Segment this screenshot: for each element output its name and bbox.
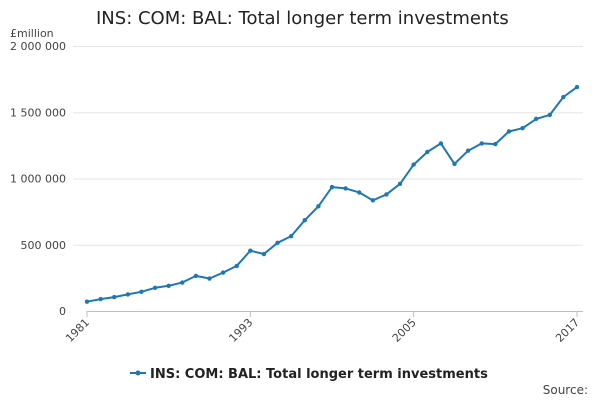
data-point[interactable] xyxy=(125,292,131,297)
data-point[interactable] xyxy=(98,296,103,302)
data-point[interactable] xyxy=(411,162,416,167)
data-point[interactable] xyxy=(438,141,444,146)
y-tick-label: 1 000 000 xyxy=(10,173,66,186)
series-group xyxy=(84,84,580,304)
y-axis-unit-label: £million xyxy=(10,27,54,40)
data-point[interactable] xyxy=(288,233,294,239)
data-point[interactable] xyxy=(493,141,498,147)
data-point[interactable] xyxy=(547,112,552,118)
data-point[interactable] xyxy=(452,161,457,167)
data-point[interactable] xyxy=(220,270,226,275)
data-point[interactable] xyxy=(316,204,321,209)
chart-title: INS: COM: BAL: Total longer term investm… xyxy=(96,8,509,29)
y-tick-label: 2 000 000 xyxy=(10,40,66,53)
x-tick-label: 2017 xyxy=(553,316,582,345)
x-tick-label: 1981 xyxy=(63,316,92,345)
data-point[interactable] xyxy=(370,198,376,203)
data-point[interactable] xyxy=(112,294,117,300)
legend-point-marker xyxy=(135,370,141,376)
data-point[interactable] xyxy=(425,149,430,155)
data-point[interactable] xyxy=(397,181,403,186)
data-point[interactable] xyxy=(357,190,362,195)
x-tick-label: 1993 xyxy=(226,316,255,345)
data-point[interactable] xyxy=(533,116,539,122)
data-point[interactable] xyxy=(152,285,158,291)
x-tick-label: 2005 xyxy=(390,316,419,345)
data-point[interactable] xyxy=(193,273,199,279)
data-point[interactable] xyxy=(479,141,484,146)
gridlines xyxy=(73,46,583,246)
data-point[interactable] xyxy=(343,186,348,191)
data-point[interactable] xyxy=(302,218,307,223)
data-point[interactable] xyxy=(248,248,253,253)
data-point[interactable] xyxy=(234,263,239,269)
y-tick-label: 1 500 000 xyxy=(10,106,66,119)
data-point[interactable] xyxy=(329,184,335,190)
legend[interactable]: INS: COM: BAL: Total longer term investm… xyxy=(130,367,488,382)
x-axis-ticks: 1981 1993 2005 2017 xyxy=(63,311,582,345)
series-line xyxy=(86,86,578,303)
data-point[interactable] xyxy=(384,192,389,197)
data-point[interactable] xyxy=(261,251,267,257)
y-tick-label: 0 xyxy=(59,305,66,318)
data-point[interactable] xyxy=(520,125,525,131)
data-point[interactable] xyxy=(275,240,280,245)
y-tick-label: 500 000 xyxy=(21,239,67,252)
data-point[interactable] xyxy=(207,276,212,281)
data-point[interactable] xyxy=(180,280,185,285)
data-point[interactable] xyxy=(561,94,566,100)
data-point[interactable] xyxy=(506,129,512,134)
data-point[interactable] xyxy=(166,283,171,289)
data-point[interactable] xyxy=(139,289,144,294)
data-point[interactable] xyxy=(84,299,90,304)
data-point[interactable] xyxy=(574,84,580,90)
legend-label: INS: COM: BAL: Total longer term investm… xyxy=(150,367,488,382)
y-axis-ticks: 0 500 000 1 000 000 1 500 000 2 000 000 xyxy=(10,40,66,318)
source-label: Source: xyxy=(543,383,588,397)
data-point[interactable] xyxy=(465,148,471,153)
